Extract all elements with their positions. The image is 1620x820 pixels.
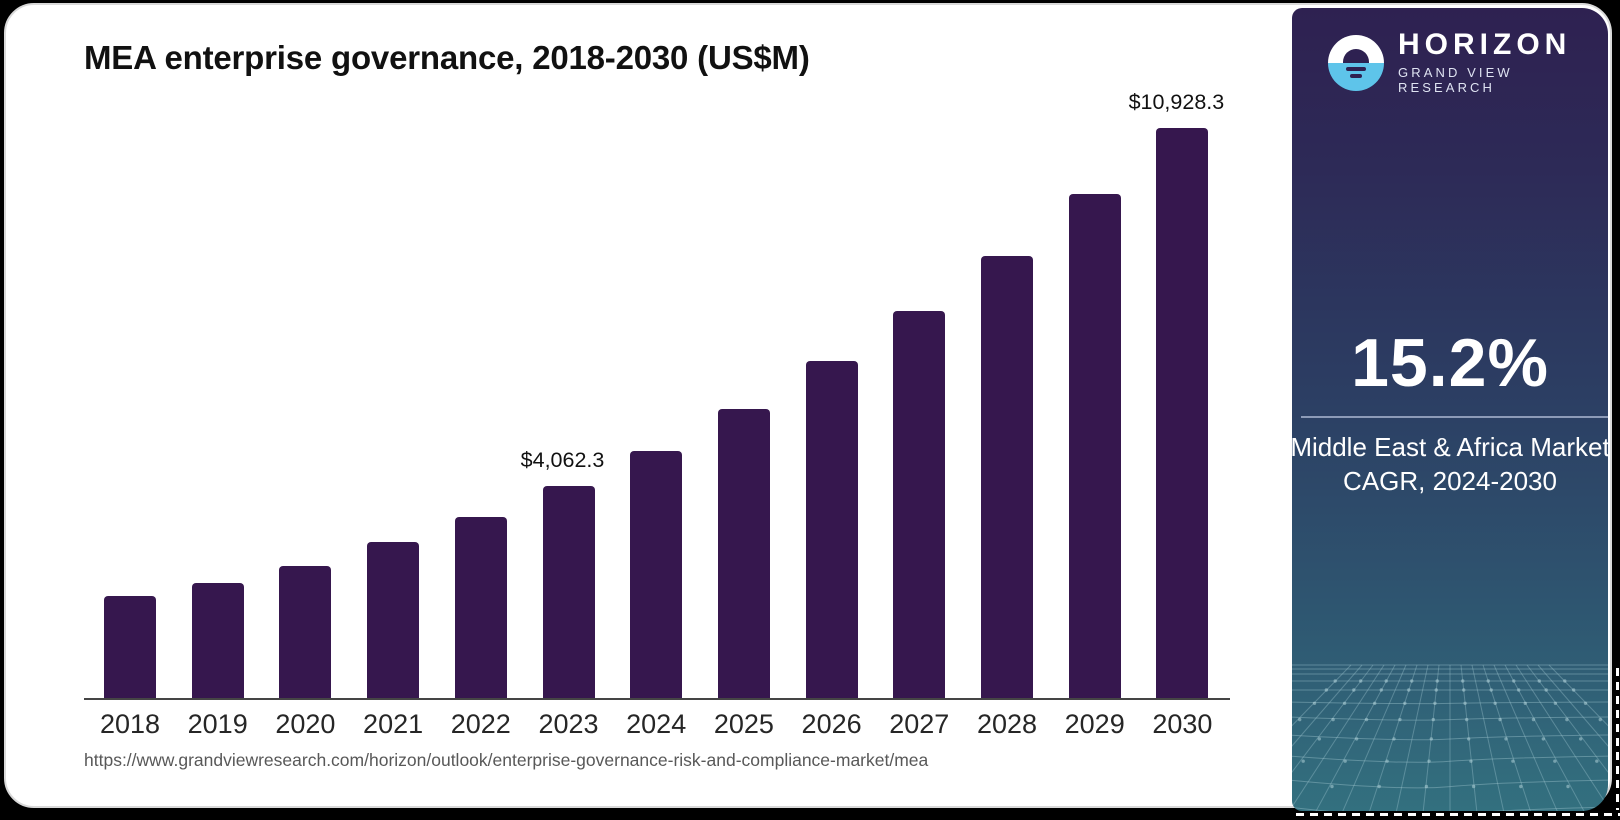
year-label-2019: 2019 [187, 709, 248, 739]
year-label-2027: 2027 [889, 709, 950, 739]
year-label-2025: 2025 [713, 709, 774, 739]
clipped-neighbor-card-right [1616, 668, 1619, 810]
divider [1301, 416, 1608, 418]
bar-2019 [191, 583, 244, 698]
clipped-neighbor-card-bottom [1296, 813, 1620, 816]
bar-2018 [104, 596, 156, 698]
year-label-2024: 2024 [626, 709, 687, 739]
year-label-2026: 2026 [801, 709, 862, 739]
bar-2020 [279, 565, 332, 698]
year-label-2021: 2021 [363, 709, 424, 739]
brand-subtitle: GRAND VIEW RESEARCH [1398, 65, 1513, 95]
bar-2024 [630, 450, 683, 698]
bar-2025 [717, 408, 770, 698]
bar-2027 [893, 310, 946, 698]
bar-2021 [367, 541, 420, 698]
bar-2029 [1068, 194, 1121, 698]
year-label-2023: 2023 [538, 709, 599, 739]
cagr-label-line1: Middle East & Africa Market [1292, 432, 1608, 462]
brand-name: HORIZON [1398, 28, 1572, 61]
cagr-block: 15.2% Middle East & Africa Market CAGR, … [1292, 324, 1608, 498]
chart-title: MEA enterprise governance, 2018-2030 (US… [84, 39, 810, 76]
bar-2022 [454, 517, 507, 698]
bar-2023 [542, 486, 595, 698]
brand-logo: HORIZON GRAND VIEW RESEARCH [1328, 30, 1608, 95]
horizon-logo-icon [1328, 34, 1384, 91]
year-label-2018: 2018 [99, 709, 161, 739]
year-label-2030: 2030 [1152, 709, 1213, 739]
year-label-2029: 2029 [1064, 709, 1125, 739]
source-url: https://www.grandviewresearch.com/horizo… [84, 750, 929, 770]
sun-icon [1343, 48, 1369, 63]
wireframe-mesh-decoration [1292, 664, 1608, 811]
year-label-2022: 2022 [450, 709, 511, 739]
axis-labels: 2018 2019 2020 2021 2022 2023 2024 2025 2026 2027… [84, 709, 1230, 745]
sidebar: HORIZON GRAND VIEW RESEARCH 15.2% Middle… [1292, 8, 1608, 811]
year-label-2020: 2020 [275, 709, 336, 739]
brand-text: HORIZON GRAND VIEW RESEARCH [1398, 28, 1608, 96]
bar-2026 [805, 360, 858, 698]
year-label-2028: 2028 [976, 709, 1038, 739]
plot-area [84, 101, 1230, 700]
cagr-value: 15.2% [1351, 325, 1549, 401]
bar-2028 [981, 256, 1033, 698]
bar-2030 [1156, 128, 1209, 698]
cagr-label-line2: CAGR, 2024-2030 [1343, 466, 1557, 496]
